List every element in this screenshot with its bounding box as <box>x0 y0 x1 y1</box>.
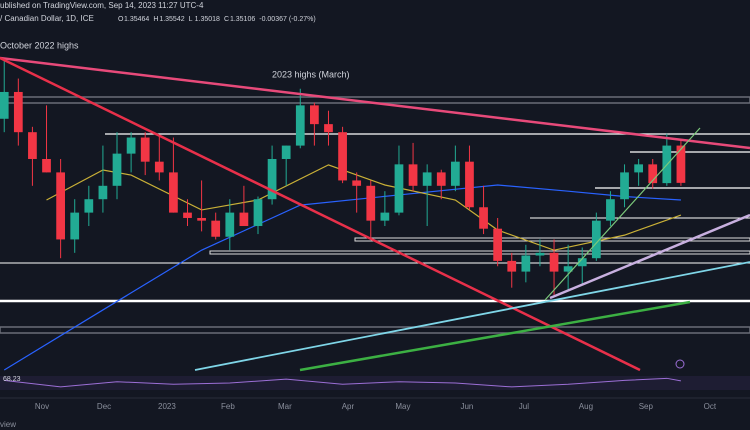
annotation: 2023 highs (March) <box>272 69 350 79</box>
footer: view <box>0 420 16 429</box>
candle-body <box>436 172 446 186</box>
candle-body <box>620 172 629 200</box>
level <box>354 237 750 242</box>
x-tick-label: Feb <box>221 402 235 411</box>
legend-value: 1.35464 <box>124 16 149 23</box>
candle-body <box>380 212 390 221</box>
symbol: / Canadian Dollar, 1D, ICE <box>0 14 94 23</box>
legend-key: H <box>153 16 158 23</box>
trendline <box>0 56 750 150</box>
candle-body <box>324 124 333 133</box>
legend-value: 1.35106 <box>230 16 255 23</box>
trendline <box>544 127 701 301</box>
x-tick-label: Aug <box>579 402 593 411</box>
candle-body <box>42 158 51 173</box>
x-tick-label: Mar <box>278 402 292 411</box>
candle-body <box>253 199 263 227</box>
candle-body <box>295 105 305 146</box>
candle-body <box>281 145 291 159</box>
legend-key: O <box>118 16 124 23</box>
candle-body <box>450 161 460 186</box>
candle-body <box>197 217 206 221</box>
candle-body <box>549 252 559 272</box>
candle-body <box>507 260 517 272</box>
trendline <box>0 56 641 372</box>
candle-body <box>352 180 362 186</box>
rsi-pane <box>4 377 682 388</box>
candle-body <box>634 164 643 173</box>
trendline <box>549 213 750 300</box>
candle-body <box>84 199 94 213</box>
publisher: ublished on TradingView.com, Sep 14, 202… <box>0 1 204 10</box>
candle-body <box>211 220 221 237</box>
candle-body <box>239 212 249 227</box>
candle-body <box>606 199 615 221</box>
candle-body <box>366 185 376 221</box>
ohlc-legend: O 1.35464 H 1.35542 L 1.35018 C 1.35106 -0.00367… <box>118 16 316 23</box>
x-tick-label: Jun <box>460 402 473 411</box>
candle-body <box>465 161 474 208</box>
candle-body <box>126 137 136 154</box>
trendline <box>299 300 691 372</box>
x-tick-label: 2023 <box>158 402 176 411</box>
candle-body <box>98 185 108 200</box>
x-tick-label: Jul <box>519 402 529 411</box>
candle-body <box>535 252 545 256</box>
candle-body <box>676 145 686 183</box>
candle-body <box>577 258 587 267</box>
candle-body <box>13 91 23 133</box>
x-tick-label: Apr <box>342 402 355 411</box>
candle-body <box>183 212 192 218</box>
candle-body <box>394 164 404 213</box>
candle-body <box>225 212 235 237</box>
annotation: October 2022 highs <box>0 40 79 50</box>
x-tick-label: Oct <box>704 402 717 411</box>
legend-key: L <box>189 16 193 23</box>
candles <box>0 57 686 295</box>
candle-body <box>422 172 432 186</box>
legend-key: C <box>224 16 229 23</box>
candle-body <box>169 172 178 213</box>
candle-body <box>0 91 9 119</box>
candle-body <box>591 220 601 259</box>
candle-body <box>521 255 531 272</box>
x-tick-label: May <box>395 402 410 411</box>
rsi-label: 68.23 <box>3 376 21 383</box>
legend-value: 1.35542 <box>159 16 184 23</box>
trendlines <box>0 56 750 372</box>
x-tick-label: Dec <box>97 402 111 411</box>
candle-body <box>479 207 488 229</box>
trendline <box>194 261 750 371</box>
candle-body <box>140 137 150 162</box>
candle-body <box>154 161 164 173</box>
candle-body <box>112 153 122 186</box>
candle-body <box>310 105 319 125</box>
x-tick-label: Nov <box>35 402 49 411</box>
level <box>209 250 750 255</box>
candle-body <box>56 172 65 240</box>
candle-body <box>28 132 37 159</box>
legend-value: -0.00367 (-0.27%) <box>259 16 315 23</box>
rsi-line <box>4 377 682 388</box>
legend-value: 1.35018 <box>195 16 220 23</box>
marker <box>675 359 685 369</box>
candle-body <box>493 228 503 261</box>
candle-body <box>267 158 277 200</box>
candle-body <box>563 266 573 272</box>
candle-body <box>338 132 347 181</box>
candle-body <box>648 164 658 184</box>
band <box>0 326 750 334</box>
candle-body <box>70 212 80 240</box>
x-tick-label: Sep <box>639 402 654 411</box>
candle-body <box>408 164 418 186</box>
